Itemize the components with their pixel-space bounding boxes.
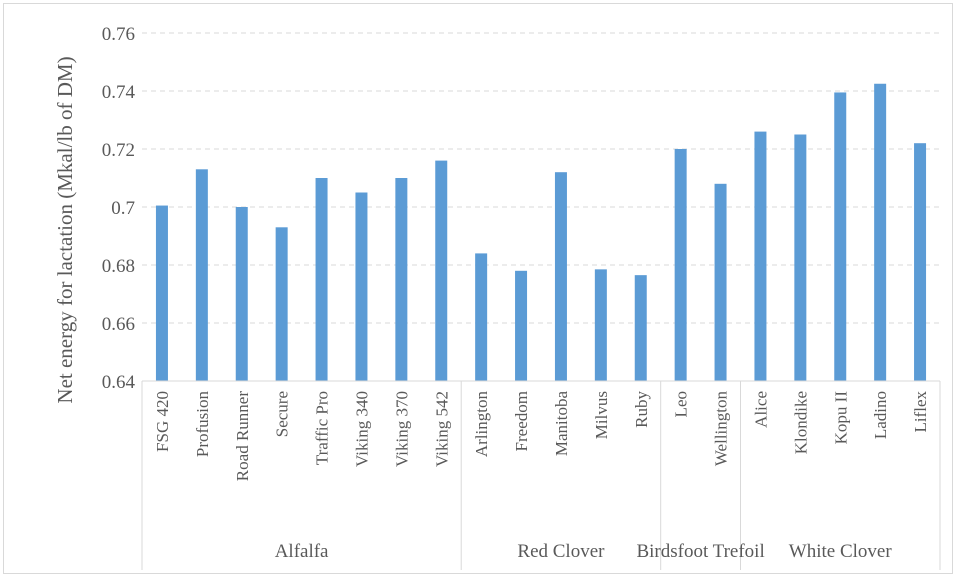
bar [554,172,567,381]
y-tick-label: 0.64 [102,372,136,393]
x-category-label: Wellington [712,391,731,467]
x-category-label: Road Runner [233,391,252,482]
bar [475,253,488,381]
y-axis-title: Net energy for lactation (Mkal/lb of DM) [53,56,77,403]
bar [794,134,807,381]
bar [435,160,448,381]
y-tick-label: 0.72 [102,140,135,161]
y-tick-label: 0.7 [111,198,135,219]
x-category-label: Freedom [512,391,531,451]
bar [594,269,607,381]
axes [141,380,941,570]
bar [914,143,927,381]
bars [155,83,927,381]
bar [195,169,208,381]
x-category-label: Leo [672,391,691,417]
bar [235,207,248,381]
bar [714,183,727,381]
x-category-label: Secure [273,391,292,437]
labels: 0.64 0.66 0.68 0.7 0.72 0.74 0.76 FSG 420 Profus… [102,24,930,562]
x-category-label: Manitoba [552,391,571,457]
x-category-label: Kopu II [831,391,850,445]
x-category-label: Arlington [472,391,491,458]
bar [754,131,767,381]
bar [834,92,847,381]
x-category-label: Viking 370 [392,391,411,467]
bar [674,149,687,381]
group-label: Red Clover [517,541,605,562]
y-tick-label: 0.68 [102,256,135,277]
bar [155,205,168,381]
x-category-label: Liflex [911,391,930,433]
x-category-label: Profusion [193,391,212,458]
gridlines [142,32,940,324]
x-category-label: Klondike [791,391,810,454]
group-label: White Clover [789,541,893,562]
bar [515,270,528,381]
x-category-label: Ladino [871,391,890,439]
bar [315,178,328,381]
group-label: Birdsfoot Trefoil [636,541,764,562]
x-category-label: Ruby [632,391,651,428]
y-tick-label: 0.66 [102,314,135,335]
y-tick-label: 0.76 [102,24,135,45]
x-category-label: Alice [751,391,770,428]
y-tick-label: 0.74 [102,82,136,103]
bar [355,192,368,381]
x-category-label: Milvus [592,391,611,439]
bar [275,227,288,381]
x-category-label: Viking 340 [352,391,371,467]
bar [874,83,887,381]
x-category-label: FSG 420 [153,391,172,452]
bar [634,275,647,381]
x-category-label: Viking 542 [432,391,451,467]
bar [395,178,408,381]
group-label: Alfalfa [275,541,329,562]
x-category-label: Traffic Pro [313,391,332,465]
